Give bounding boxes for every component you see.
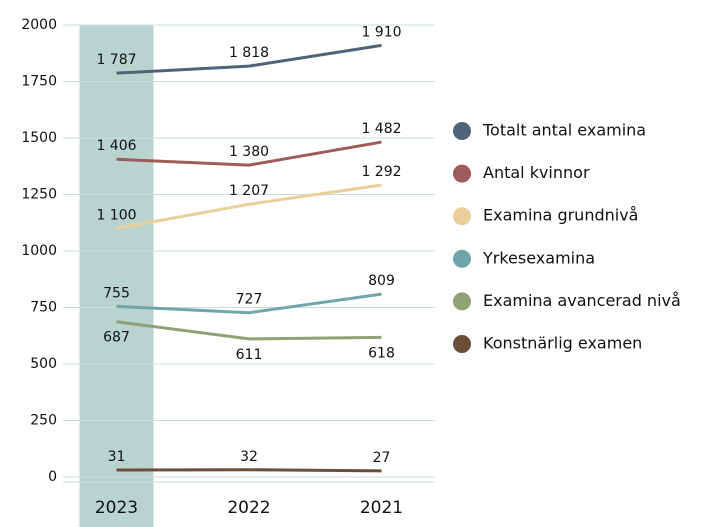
legend-text: Totalt antal examina [482,121,646,140]
legend-marker [453,249,471,268]
data-label: 1 787 [96,52,136,68]
data-label: 1 207 [229,183,269,199]
legend-marker [453,122,471,140]
y-tick-label: 1000 [21,243,57,259]
line [116,320,382,341]
line [116,468,382,473]
legend-marker [453,164,471,183]
data-label: 1 406 [96,138,136,154]
line [116,183,382,230]
y-tick-label: 0 [48,469,57,485]
data-label: 687 [103,330,130,346]
highlight-band [79,25,154,527]
data-label: 1 100 [96,207,136,223]
legend-text: Yrkesexamina [482,248,595,267]
x-tick-label: 2023 [95,498,138,518]
x-tick-label: 2021 [360,498,403,518]
line [116,140,382,167]
y-tick-label: 750 [30,300,57,316]
data-label: 1 818 [229,45,269,61]
y-tick-label: 500 [30,356,57,372]
y-tick-label: 1250 [21,187,57,203]
legend-marker [453,335,471,353]
data-label: 31 [108,449,126,465]
data-label: 1 910 [361,24,401,40]
legend-text: Examina grundnivå [483,206,638,225]
data-label: 809 [368,273,395,289]
legend-text: Examina avancerad nivå [483,291,681,310]
data-label: 1 380 [229,144,269,160]
legend-text: Konstnärlig examen [483,334,642,353]
line [116,292,382,315]
x-tick-label: 2022 [227,498,270,518]
legend-marker [453,292,471,311]
data-label: 618 [368,345,395,361]
y-tick-label: 1750 [21,74,57,90]
data-label: 32 [240,449,258,465]
y-tick-label: 2000 [21,17,57,33]
data-label: 755 [103,285,130,301]
data-label: 27 [373,450,391,466]
line [116,43,382,75]
data-label: 611 [236,347,263,363]
data-label: 727 [236,292,263,308]
data-label: 1 292 [361,164,401,180]
legend-text: Antal kvinnor [483,163,590,182]
y-tick-label: 1500 [21,130,57,146]
legend-marker [453,207,471,226]
y-tick-label: 250 [30,413,57,429]
data-label: 1 482 [361,121,401,137]
